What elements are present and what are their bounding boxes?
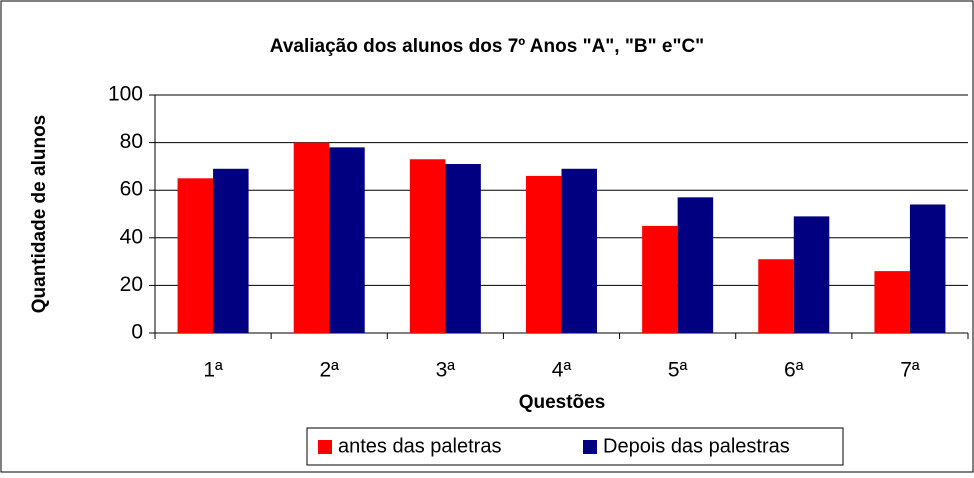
x-tick-label: 2ª bbox=[319, 359, 339, 382]
x-tick-label: 5ª bbox=[668, 359, 688, 382]
bar bbox=[526, 175, 562, 333]
bar bbox=[409, 159, 446, 333]
y-tick-label: 40 bbox=[120, 225, 143, 248]
bar bbox=[177, 178, 214, 333]
bar bbox=[793, 216, 830, 333]
bar bbox=[329, 147, 365, 333]
x-tick-label: 7ª bbox=[900, 359, 920, 382]
legend-swatch bbox=[583, 440, 597, 454]
y-axis-title: Quantidade de alunos bbox=[29, 115, 50, 313]
y-tick-label: 20 bbox=[120, 273, 143, 296]
legend-box bbox=[306, 427, 844, 466]
x-tick-label: 1ª bbox=[203, 359, 223, 382]
bar bbox=[445, 164, 481, 333]
x-tick-label: 3ª bbox=[436, 359, 456, 382]
x-tick-label: 4ª bbox=[552, 359, 572, 382]
bar bbox=[874, 271, 910, 333]
bar bbox=[213, 168, 249, 333]
bar bbox=[293, 142, 330, 333]
bar bbox=[642, 225, 678, 333]
x-axis-title: Questões bbox=[519, 392, 606, 413]
y-tick-label: 80 bbox=[120, 130, 143, 153]
y-tick-label: 100 bbox=[108, 83, 143, 106]
bar bbox=[758, 259, 794, 333]
y-tick-label: 60 bbox=[120, 178, 143, 201]
chart-title: Avaliação dos alunos dos 7º Anos "A", "B… bbox=[270, 36, 704, 57]
legend-label: Depois das palestras bbox=[603, 435, 790, 457]
legend-label: antes das paletras bbox=[338, 435, 501, 457]
y-tick-label: 0 bbox=[131, 321, 143, 344]
x-tick-label: 6ª bbox=[784, 359, 804, 382]
legend-swatch bbox=[318, 440, 332, 454]
bar bbox=[677, 197, 714, 333]
bar bbox=[561, 168, 597, 333]
bar bbox=[909, 204, 946, 333]
